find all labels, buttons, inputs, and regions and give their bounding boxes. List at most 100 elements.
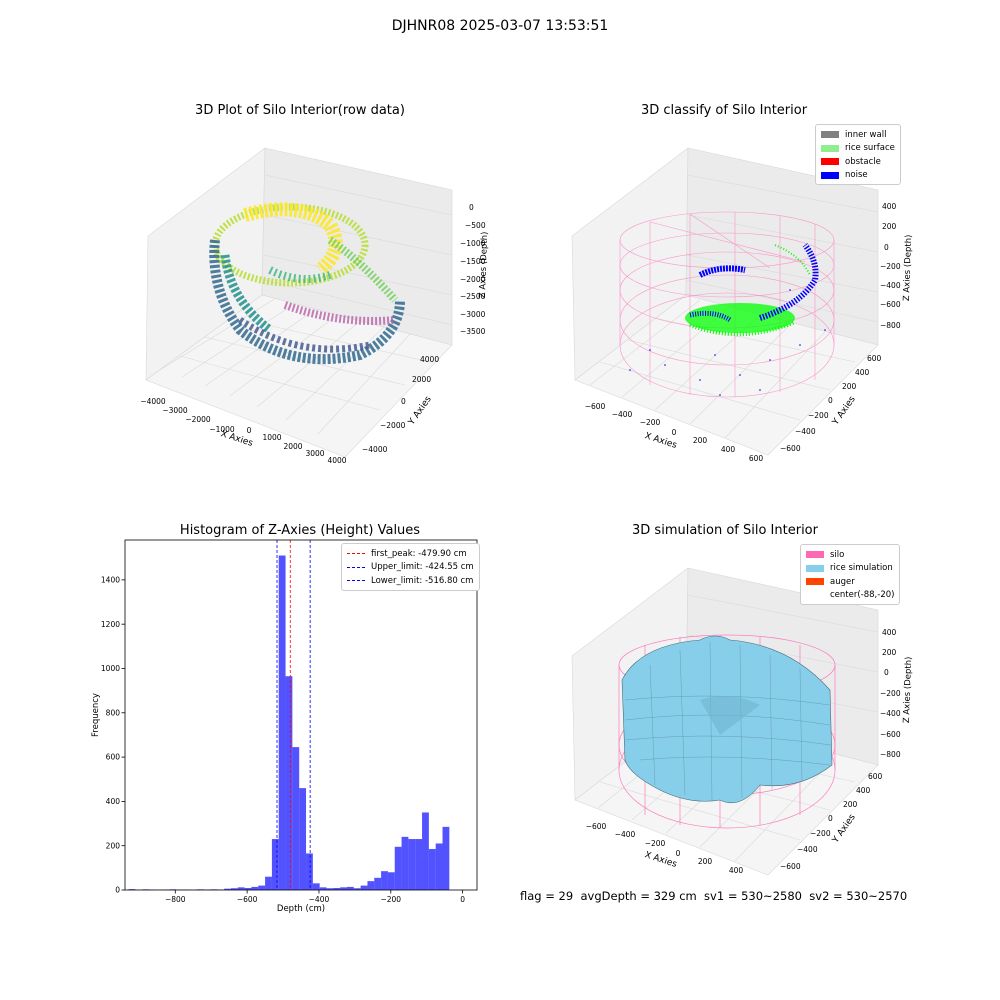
panel1-x-tick: 0 [247,426,252,435]
legend-entry: obstacle [821,155,895,169]
histogram-bar [346,886,354,890]
panel2-z-tick: −400 [880,281,901,290]
panel4-z-label: Z Axies (Depth) [902,656,914,723]
legend-label: auger [830,576,855,587]
panel4-z-tick: 200 [882,648,897,657]
legend-label: Upper_limit: -424.55 cm [371,562,474,573]
panel2-y-tick: 0 [828,396,833,405]
histogram-y-tick-label: 1000 [101,664,120,673]
legend-entry: noise [821,169,895,183]
panel4-y-tick: 600 [868,772,883,781]
histogram-x-tick-label: −800 [165,895,186,904]
panel1-y-tick: 4000 [420,355,439,364]
panel1-point-cloud [209,202,405,365]
histogram-bar [394,846,402,890]
panel4-z-tick: −200 [880,689,901,698]
histogram-bar [340,887,347,890]
figure-title: DJHNR08 2025-03-07 13:53:51 [391,18,609,34]
panel2-z-tick: 200 [882,222,897,231]
panel4-y-tick: 400 [856,786,871,795]
histogram-bar [258,885,266,890]
legend-entry: first_peak: -479.90 cm [347,547,474,561]
panel1-z-label: Z Axies (Depth) [478,231,490,298]
panel1-pane-floor [145,294,453,458]
legend-swatch [806,551,824,559]
histogram-bar [312,883,320,890]
panel2-legend: inner wall rice surface obstacle noise [815,124,901,185]
panel4-y-tick: 0 [828,814,833,823]
legend-swatch [806,578,824,586]
panel2-x-tick: 0 [672,428,677,437]
legend-swatch [806,591,824,599]
legend-label: obstacle [845,156,881,167]
histogram-bar [360,885,368,890]
histogram-bar [265,876,272,890]
panel2-z-tick: 400 [882,202,897,211]
histogram-x-tick-label: −600 [237,895,258,904]
histogram-vlines [276,540,311,890]
histogram-y-tick-label: 800 [106,708,121,717]
panel4-x-tick: −200 [645,839,666,848]
histogram-chart: −800 −600 −400 −200 0 0 200 400 600 800 1000 1200 1… [91,539,478,914]
histogram-y-tick-label: 400 [106,797,121,806]
panel1-x-ticks: −4000 −3000 −2000 −1000 0 1000 2000 3000… [140,397,346,465]
panel4-y-tick: −600 [780,862,801,871]
histogram-bar [319,887,327,890]
panel4-z-tick: −800 [880,750,901,759]
panel4-y-tick: −200 [810,829,831,838]
panel2-x-tick: −600 [585,402,606,411]
panel2-y-tick: −400 [795,427,816,436]
histogram-bar [224,888,231,890]
histogram-bar [428,849,436,890]
panel4-3d-plot: −600 −400 −200 0 200 400 −600 −400 −200 … [571,567,914,876]
panel2-z-tick: −800 [880,321,901,330]
legend-label: rice surface [845,143,895,154]
legend-swatch [806,564,824,572]
panel4-x-tick: 400 [729,866,744,875]
panel1-x-tick: 1000 [262,433,281,442]
panel4-x-tick: 200 [698,857,713,866]
histogram-bar [244,888,252,890]
panel4-title: 3D simulation of Silo Interior [632,523,818,538]
panel2-y-tick: −600 [780,444,801,453]
panel4-rice-surface [621,635,833,804]
histogram-y-tick-label: 200 [106,841,121,850]
legend-label: noise [845,170,868,181]
histogram-bar [326,888,334,890]
panel4-x-tick: −400 [615,830,636,839]
legend-swatch [821,171,839,179]
panel1-3d-plot: −4000 −3000 −2000 −1000 0 1000 2000 3000… [140,147,490,465]
panel1-x-tick: 2000 [283,442,302,451]
panel4-z-tick: 400 [882,628,897,637]
histogram-x-ticks: −800 −600 −400 −200 0 [165,890,465,904]
panel2-x-tick: −400 [612,410,633,419]
panel4-y-tick: 200 [843,800,858,809]
legend-swatch [821,144,839,152]
panel4-z-tick: −600 [880,730,901,739]
panel1-x-tick: −2000 [185,415,211,424]
panel2-y-tick: 400 [855,368,870,377]
histogram-bar [237,887,245,890]
legend-label: silo [830,549,845,560]
panel1-z-tick: −2000 [460,275,486,284]
histogram-bar [367,881,375,890]
legend-swatch [821,131,839,139]
panel2-classified-points [629,243,826,396]
panel2-x-tick: 600 [749,454,764,463]
legend-entry: center(-88,-20) [806,589,894,603]
legend-entry: Lower_limit: -516.80 cm [347,574,474,588]
histogram-bar [230,888,238,890]
histogram-y-label: Frequency [91,693,101,737]
legend-entry: rice surface [821,142,895,156]
panel2-x-tick: −200 [640,418,661,427]
panel1-z-tick: −1500 [460,257,486,266]
histogram-bar [387,872,395,890]
histogram-bar [415,839,423,890]
panel2-z-tick: −200 [880,262,901,271]
histogram-y-ticks: 0 200 400 600 800 1000 1200 1400 [101,575,125,895]
panel1-y-ticks: −4000 −2000 0 2000 4000 [362,355,439,454]
panel1-x-tick: 3000 [305,449,324,458]
legend-label: first_peak: -479.90 cm [371,548,467,559]
histogram-x-label: Depth (cm) [277,904,325,914]
histogram-bar [128,889,136,890]
